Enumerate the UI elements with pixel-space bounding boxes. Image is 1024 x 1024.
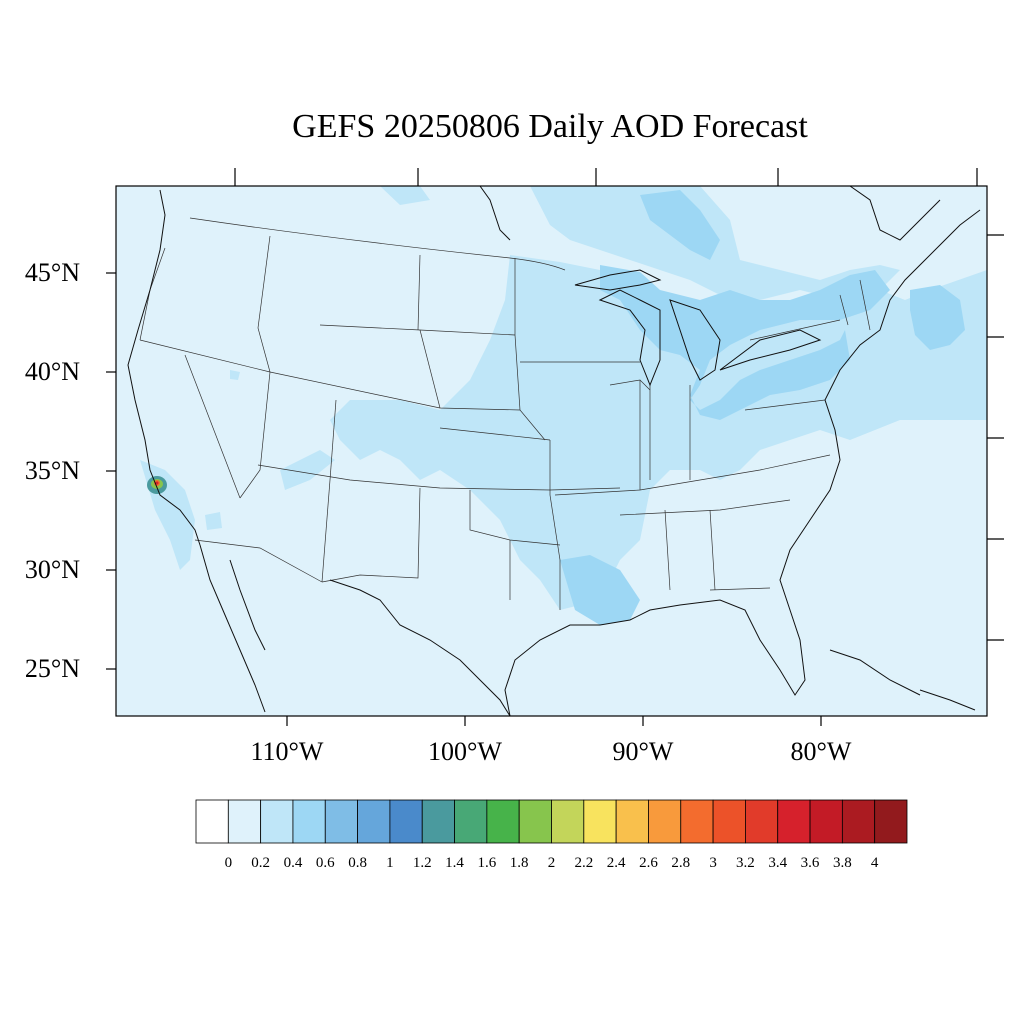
colorbar-tick-label: 0 xyxy=(224,855,233,871)
lon-label-80w: 80°W xyxy=(790,737,852,766)
colorbar-cell xyxy=(551,799,585,844)
colorbar-tick-label: 0.8 xyxy=(348,855,367,871)
lat-label-25: 25°N xyxy=(24,654,80,683)
map-border xyxy=(115,185,988,717)
colorbar-cell xyxy=(292,799,326,844)
colorbar-tick-label: 1 xyxy=(386,855,394,871)
colorbar-tick-label: 0.2 xyxy=(251,855,270,871)
aod-hotspot-center xyxy=(155,481,159,485)
state-boundaries xyxy=(139,217,871,610)
colorbar-tick-label: 3.8 xyxy=(832,855,852,871)
colorbar-tick-label: 2.2 xyxy=(574,855,594,871)
colorbar-cell xyxy=(680,799,714,844)
colorbar-tick-label: 2.4 xyxy=(606,855,626,871)
colorbar-cell xyxy=(712,799,746,844)
colorbar-cell xyxy=(809,799,843,844)
colorbar-tick-label: 1.6 xyxy=(477,855,497,871)
aod-region-northern-plains xyxy=(330,255,987,610)
colorbar-cell xyxy=(777,799,811,844)
lon-label-100w: 100°W xyxy=(428,737,502,766)
aod-region-canada-blob xyxy=(640,190,720,260)
colorbar-cell xyxy=(260,799,294,844)
colorbar-cell xyxy=(227,799,262,844)
lat-label-35: 35°N xyxy=(24,456,80,485)
colorbar-tick-label: 1.2 xyxy=(412,855,432,871)
coastlines xyxy=(127,186,981,716)
tick-marks xyxy=(106,168,1004,726)
lat-label-30: 30°N xyxy=(24,555,80,584)
colorbar-tick-label: 2.8 xyxy=(671,855,691,871)
colorbar-cell xyxy=(874,799,908,844)
colorbar-tick-label: 3.2 xyxy=(736,855,755,871)
colorbar-tick-label: 3.4 xyxy=(768,855,788,871)
colorbar-tick-label: 1.4 xyxy=(445,855,464,871)
colorbar-cell xyxy=(745,799,779,844)
colorbar-cell xyxy=(357,799,391,844)
colorbar-cell xyxy=(648,799,682,844)
aod-field xyxy=(140,186,987,625)
lon-label-90w: 90°W xyxy=(612,737,674,766)
aod-region-canada-north xyxy=(380,186,900,300)
lat-label-45: 45°N xyxy=(24,258,80,287)
aod-region-southwest xyxy=(140,370,335,570)
colorbar-cell xyxy=(486,799,520,844)
colorbar-tick-label: 2 xyxy=(547,855,556,871)
colorbar-cell xyxy=(518,799,552,844)
colorbar-cell xyxy=(421,799,455,844)
aod-region-atlantic xyxy=(910,285,965,350)
colorbar-tick-label: 0.4 xyxy=(283,855,303,871)
colorbar-cell xyxy=(324,799,358,844)
lat-label-40: 40°N xyxy=(24,357,80,386)
colorbar-cell xyxy=(841,799,876,844)
colorbar-tick-label: 0.6 xyxy=(315,855,335,871)
lon-label-110w: 110°W xyxy=(250,737,324,766)
colorbar-cell xyxy=(389,799,423,844)
colorbar-cell xyxy=(454,799,488,844)
colorbar-tick-label: 3.6 xyxy=(800,855,820,871)
colorbar-tick-label: 1.8 xyxy=(509,855,529,871)
colorbar-cell xyxy=(195,799,229,844)
colorbar-tick-label: 2.6 xyxy=(639,855,658,871)
colorbar-cell xyxy=(583,799,617,844)
aod-region-gulf xyxy=(560,555,640,625)
colorbar-cell xyxy=(615,799,649,844)
page-title: GEFS 20250806 Daily AOD Forecast xyxy=(292,108,808,145)
aod-region-great-lakes xyxy=(600,265,890,420)
colorbar xyxy=(195,799,908,844)
colorbar-tick-label: 4 xyxy=(870,855,879,871)
colorbar-tick-label: 3 xyxy=(709,855,717,871)
